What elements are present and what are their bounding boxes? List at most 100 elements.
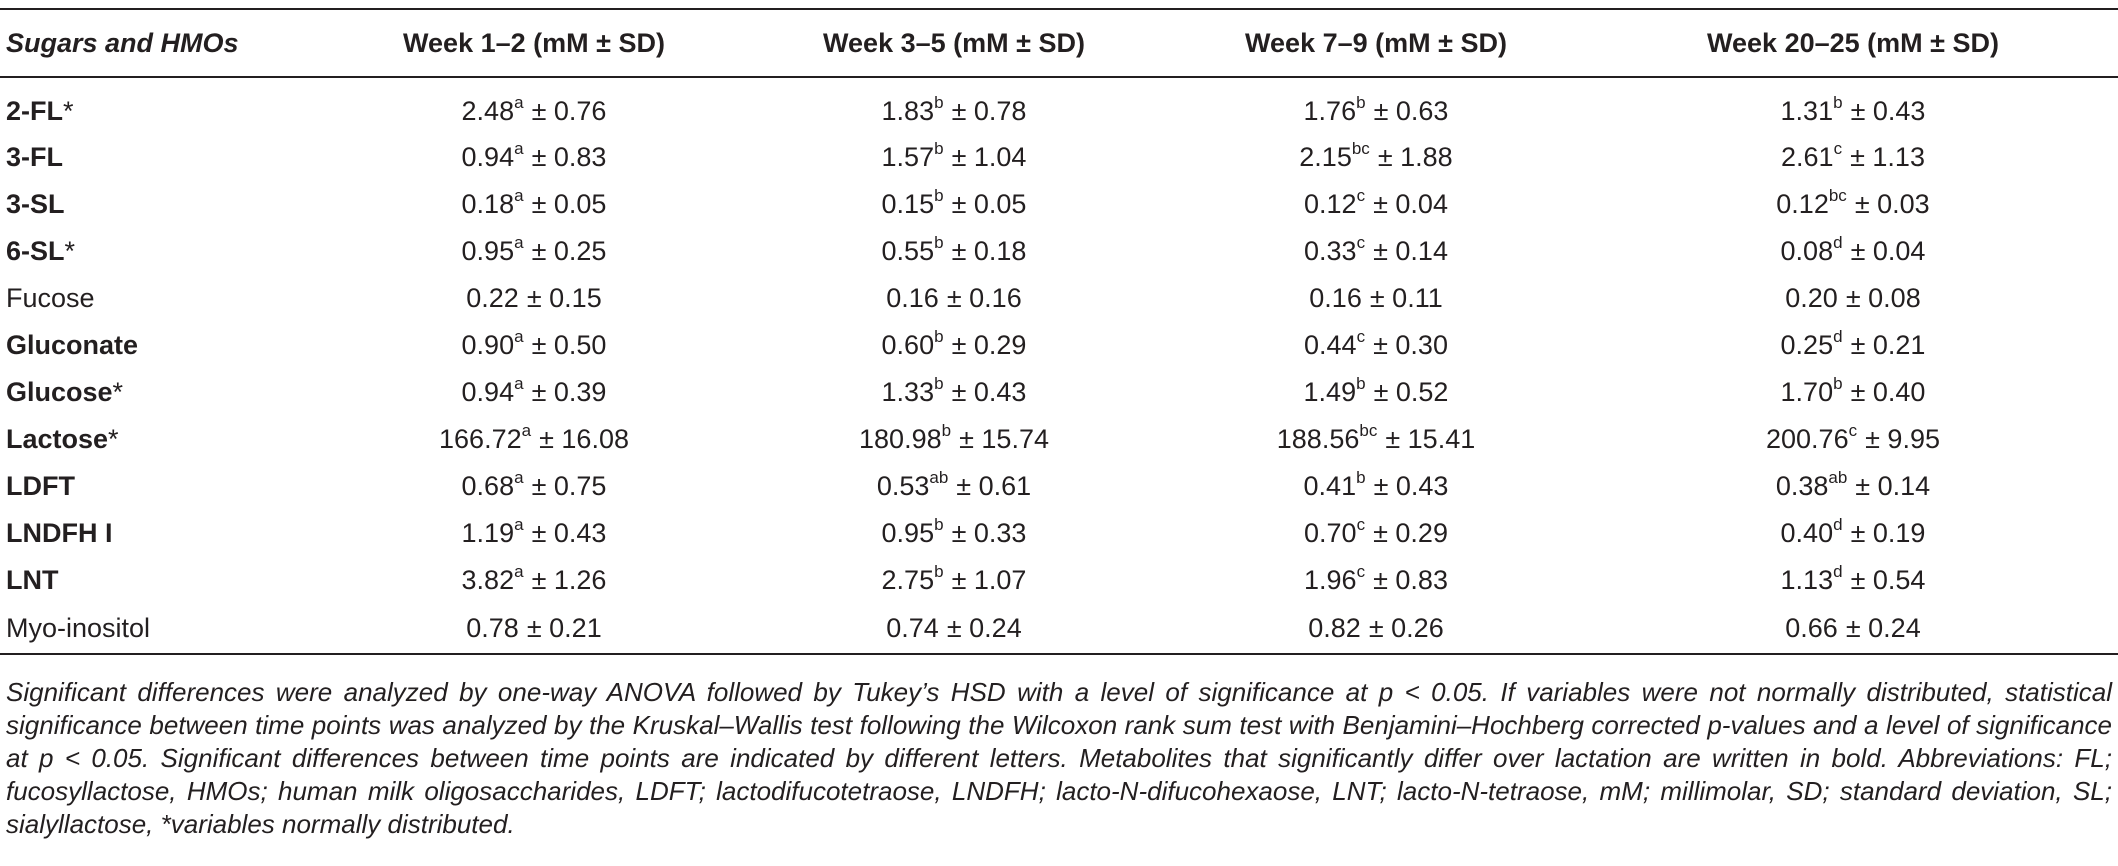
table-row: LDFT 0.68a ± 0.75 0.53ab ± 0.61 0.41b ± 0.43 0.… [0, 463, 2118, 510]
row-label: Fucose [0, 275, 324, 322]
significance-letter: b [1356, 468, 1366, 487]
value-cell: 0.60b ± 0.29 [744, 322, 1164, 369]
significance-letter: bc [1351, 139, 1370, 158]
significance-letter: bc [1359, 421, 1378, 440]
mean-value: 166.72 [439, 424, 522, 454]
significance-letter: b [1356, 374, 1366, 393]
significance-letter: b [934, 515, 944, 534]
plus-minus-sign: ± [951, 565, 974, 595]
mean-value: 0.40 [1780, 518, 1834, 548]
sd-value: 0.43 [1872, 95, 1926, 126]
plus-minus-sign: ± [531, 565, 554, 595]
value-cell: 0.16 ± 0.11 [1164, 275, 1588, 322]
plus-minus-sign: ± [946, 283, 970, 313]
sd-value: 0.04 [1395, 189, 1448, 219]
value-cell: 0.33c ± 0.14 [1164, 228, 1588, 275]
value-cell: 1.49b ± 0.52 [1164, 369, 1588, 416]
mean-value: 2.15 [1299, 142, 1352, 172]
table-row: Gluconate 0.90a ± 0.50 0.60b ± 0.29 0.44c ± 0.… [0, 322, 2118, 369]
plus-minus-sign: ± [951, 518, 974, 548]
significance-letter: d [1833, 327, 1843, 346]
row-label: LDFT [0, 463, 324, 510]
value-cell: 2.61c ± 1.13 [1588, 134, 2118, 181]
plus-minus-sign: ± [1850, 518, 1873, 548]
mean-value: 0.33 [1304, 236, 1357, 266]
plus-minus-sign: ± [1373, 471, 1396, 501]
mean-value: 1.70 [1780, 377, 1834, 407]
sd-value: 0.26 [1391, 613, 1444, 643]
sd-value: 15.74 [981, 424, 1049, 454]
plus-minus-sign: ± [1385, 424, 1408, 454]
significance-letter: a [514, 139, 524, 158]
sd-value: 0.33 [973, 518, 1027, 548]
value-cell: 1.70b ± 0.40 [1588, 369, 2118, 416]
sd-value: 15.41 [1407, 424, 1476, 454]
value-cell: 0.94a ± 0.83 [324, 134, 744, 181]
mean-value: 1.31 [1780, 95, 1834, 126]
row-label: Lactose* [0, 416, 324, 463]
sd-value: 0.05 [973, 189, 1027, 219]
significance-letter: b [934, 186, 944, 205]
plus-minus-sign: ± [1845, 283, 1869, 313]
mean-value: 0.70 [1304, 518, 1357, 548]
table-row: Glucose* 0.94a ± 0.39 1.33b ± 0.43 1.49b ± 0.5… [0, 369, 2118, 416]
significance-letter: a [514, 515, 524, 534]
plus-minus-sign: ± [1850, 330, 1873, 360]
mean-value: 0.82 [1308, 613, 1361, 643]
plus-minus-sign: ± [951, 330, 974, 360]
significance-letter: d [1833, 562, 1843, 581]
mean-value: 0.12 [1776, 189, 1829, 219]
plus-minus-sign: ± [1850, 142, 1873, 172]
sd-value: 0.16 [969, 283, 1022, 313]
plus-minus-sign: ± [539, 424, 562, 454]
table-row: 3-FL 0.94a ± 0.83 1.57b ± 1.04 2.15bc ± 1.88 2.… [0, 134, 2118, 181]
sd-value: 0.11 [1392, 283, 1443, 313]
header-week-7-9: Week 7–9 (mM ± SD) [1245, 27, 1507, 58]
sd-value: 0.30 [1395, 330, 1448, 360]
data-table: Sugars and HMOs Week 1–2 (mM ± SD) Week … [0, 8, 2118, 655]
sd-value: 0.19 [1872, 518, 1926, 548]
sd-value: 0.14 [1877, 471, 1931, 501]
sd-value: 0.43 [1395, 471, 1449, 501]
value-cell: 1.57b ± 1.04 [744, 134, 1164, 181]
sd-value: 16.08 [561, 424, 629, 454]
mean-value: 2.75 [881, 565, 935, 595]
sd-value: 1.04 [973, 142, 1027, 172]
sd-value: 0.75 [553, 471, 607, 501]
plus-minus-sign: ± [959, 424, 982, 454]
sd-value: 0.04 [1872, 236, 1926, 266]
plus-minus-sign: ± [526, 613, 550, 643]
plus-minus-sign: ± [1845, 613, 1869, 643]
value-cell: 0.18a ± 0.05 [324, 181, 744, 228]
sd-value: 0.78 [973, 95, 1027, 126]
sd-value: 0.54 [1872, 565, 1926, 595]
sd-value: 0.18 [973, 236, 1027, 266]
mean-value: 0.95 [881, 518, 935, 548]
value-cell: 0.66 ± 0.24 [1588, 604, 2118, 654]
value-cell: 1.31b ± 0.43 [1588, 77, 2118, 134]
significance-letter: a [514, 562, 524, 581]
mean-value: 0.66 [1785, 613, 1838, 643]
significance-letter: d [1833, 515, 1843, 534]
value-cell: 0.78 ± 0.21 [324, 604, 744, 654]
row-label-text: LNDFH I [6, 518, 113, 548]
sd-value: 0.83 [1395, 565, 1448, 595]
significance-letter: c [1356, 327, 1366, 346]
plus-minus-sign: ± [531, 518, 554, 548]
row-label: 2-FL* [0, 77, 324, 134]
plus-minus-sign: ± [531, 95, 554, 126]
mean-value: 0.25 [1780, 330, 1834, 360]
mean-value: 0.20 [1785, 283, 1838, 313]
plus-minus-sign: ± [1850, 565, 1873, 595]
significance-letter: b [934, 374, 944, 393]
significance-letter: a [514, 186, 524, 205]
mean-value: 0.12 [1304, 189, 1357, 219]
significance-letter: c [1356, 233, 1366, 252]
plus-minus-sign: ± [956, 471, 979, 501]
value-cell: 0.12bc ± 0.03 [1588, 181, 2118, 228]
row-label-text: 3-SL [6, 189, 65, 219]
mean-value: 0.08 [1780, 236, 1834, 266]
value-cell: 1.19a ± 0.43 [324, 510, 744, 557]
normal-distribution-asterisk: * [63, 95, 74, 126]
significance-letter: c [1848, 421, 1858, 440]
